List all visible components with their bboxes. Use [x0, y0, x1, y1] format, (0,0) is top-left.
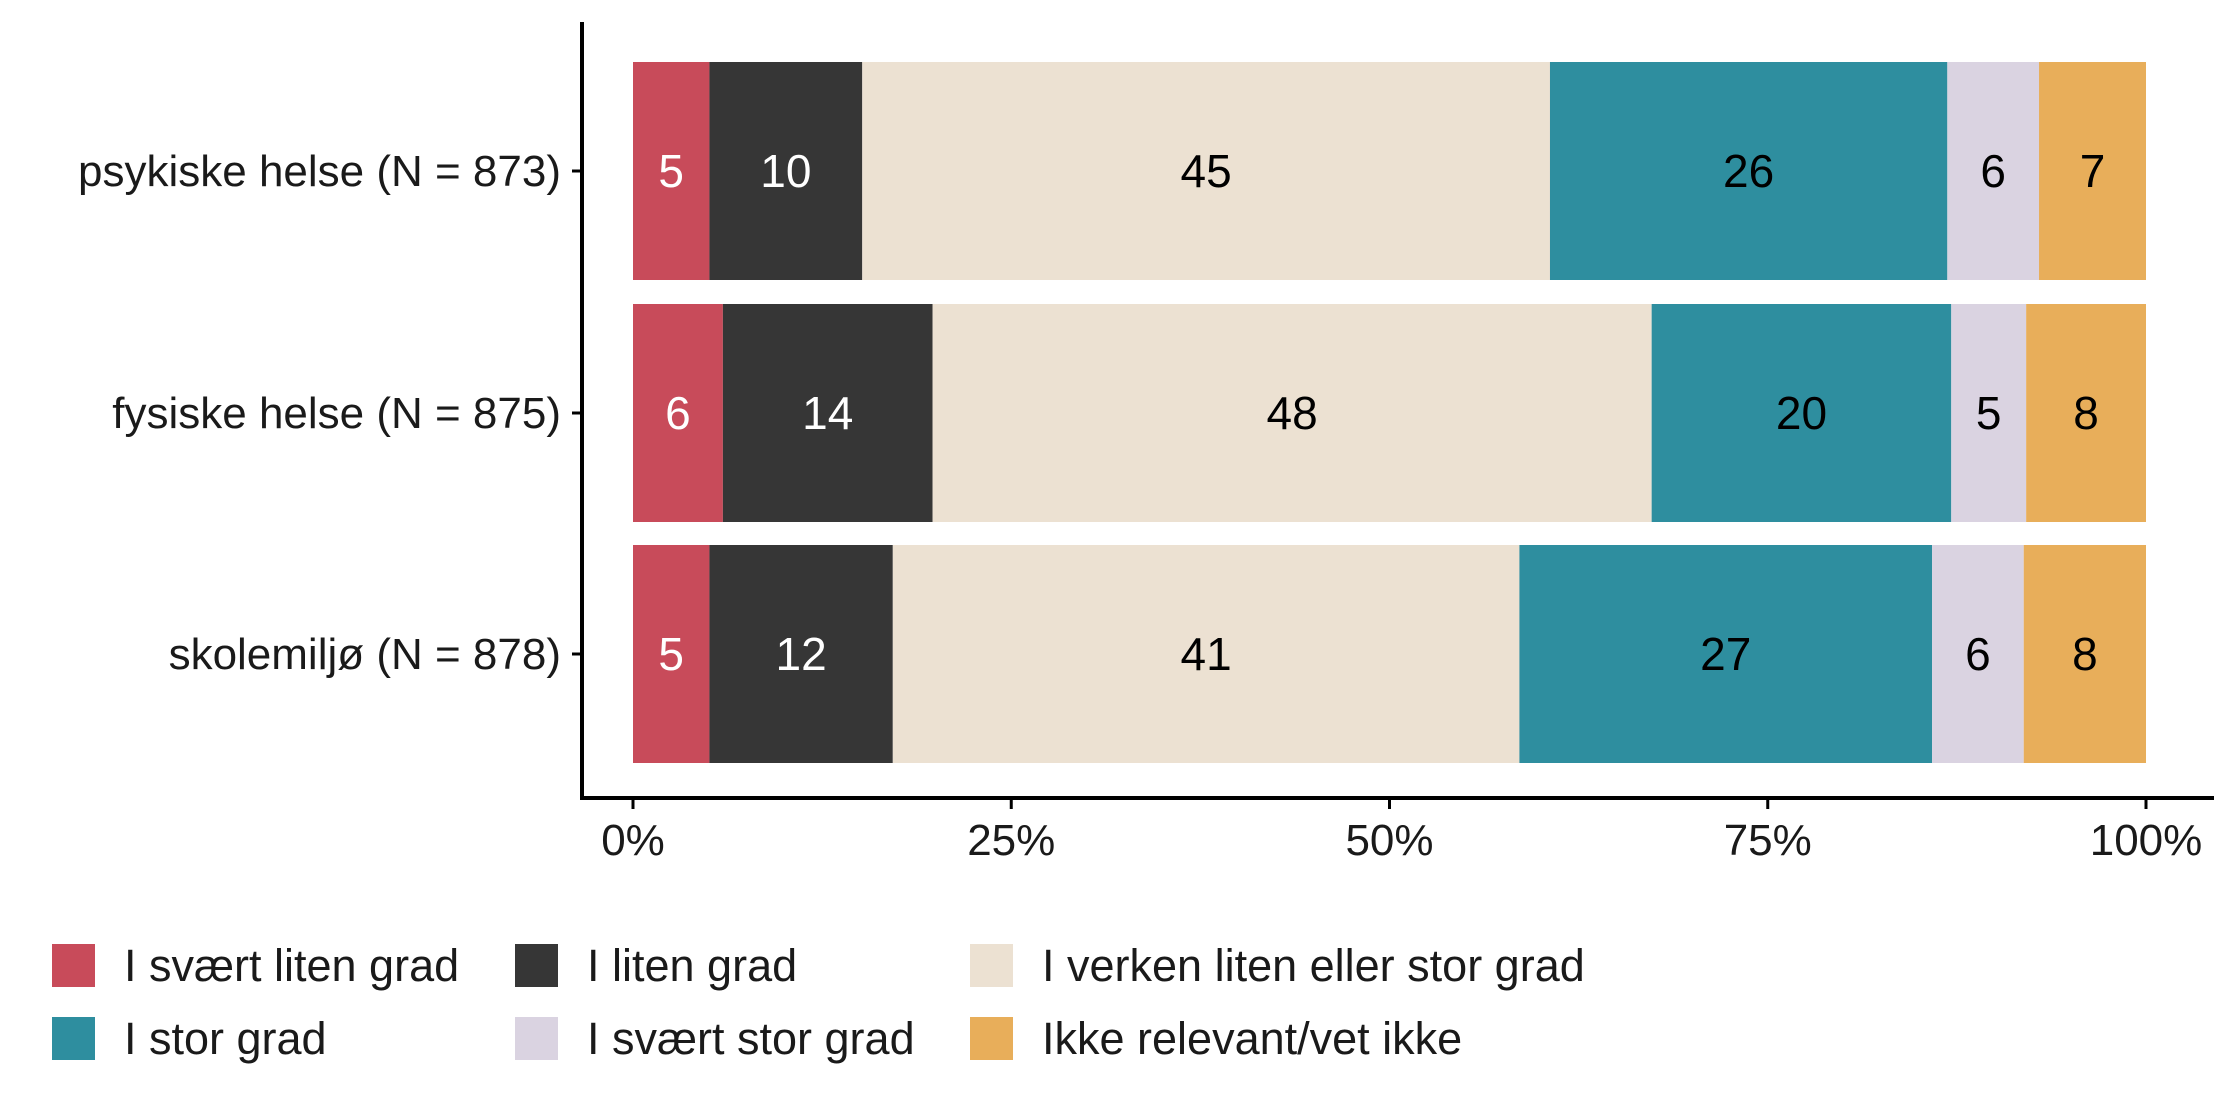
legend-label: I svært liten grad — [124, 940, 459, 991]
legend-swatch — [970, 944, 1013, 987]
segment-label: 26 — [1723, 145, 1774, 197]
legend-label: I verken liten eller stor grad — [1042, 940, 1585, 991]
bars-layer: 5 10 45 26 6 7 6 14 48 20 5 8 5 12 41 27 6 8 — [633, 62, 2146, 763]
segment-label: 7 — [2080, 145, 2106, 197]
legend-label: Ikke relevant/vet ikke — [1042, 1013, 1462, 1064]
x-tick-label: 75% — [1724, 816, 1812, 865]
bar-segment-2-6 — [2026, 304, 2146, 522]
x-tick-label: 100% — [2090, 816, 2203, 865]
x-tick-label: 0% — [601, 816, 665, 865]
segment-label: 45 — [1181, 145, 1232, 197]
segment-label: 10 — [760, 145, 811, 197]
bar-segment-3-6 — [2023, 545, 2146, 763]
segment-label: 20 — [1776, 387, 1827, 439]
bar-segment-1-3 — [862, 62, 1550, 280]
legend-label: I liten grad — [587, 940, 797, 991]
category-label: skolemiljø (N = 878) — [169, 630, 561, 679]
segment-label: 27 — [1700, 628, 1751, 680]
bar-segment-1-2 — [709, 62, 863, 280]
category-label: fysiske helse (N = 875) — [112, 389, 561, 438]
bar-segment-1-4 — [1549, 62, 1948, 280]
segment-label: 12 — [776, 628, 827, 680]
segment-label: 5 — [1976, 387, 2002, 439]
legend-swatch — [515, 1017, 558, 1060]
legend-swatch — [52, 1017, 95, 1060]
x-tick-label: 50% — [1345, 816, 1433, 865]
legend-swatch — [970, 1017, 1013, 1060]
bar-segment-3-1 — [633, 545, 710, 763]
bar-segment-1-1 — [633, 62, 710, 280]
legend-label: I svært stor grad — [587, 1013, 915, 1064]
legend-label: I stor grad — [124, 1013, 327, 1064]
category-label: psykiske helse (N = 873) — [78, 147, 561, 196]
axes-layer: psykiske helse (N = 873) fysiske helse (N… — [78, 22, 2214, 865]
bar-segment-2-5 — [1951, 304, 2027, 522]
bar-segment-2-3 — [932, 304, 1652, 522]
legend: I svært liten grad I liten grad I verken l… — [52, 940, 1585, 1064]
segment-label: 48 — [1267, 387, 1318, 439]
segment-label: 5 — [658, 145, 684, 197]
bar-segment-2-2 — [722, 304, 933, 522]
segment-label: 14 — [802, 387, 853, 439]
bar-segment-1-5 — [1947, 62, 2040, 280]
bar-segment-3-2 — [709, 545, 893, 763]
segment-label: 6 — [1965, 628, 1991, 680]
segment-label: 5 — [658, 628, 684, 680]
bar-segment-2-1 — [633, 304, 723, 522]
legend-swatch — [52, 944, 95, 987]
segment-label: 41 — [1181, 628, 1232, 680]
bar-segment-3-4 — [1519, 545, 1933, 763]
bar-segment-1-6 — [2039, 62, 2146, 280]
segment-label: 6 — [1980, 145, 2006, 197]
x-tick-label: 25% — [967, 816, 1055, 865]
segment-label: 8 — [2073, 387, 2099, 439]
segment-label: 6 — [665, 387, 691, 439]
segment-label: 8 — [2072, 628, 2098, 680]
legend-swatch — [515, 944, 558, 987]
bar-segment-3-5 — [1932, 545, 2024, 763]
bar-segment-2-4 — [1651, 304, 1952, 522]
bar-segment-3-3 — [892, 545, 1520, 763]
